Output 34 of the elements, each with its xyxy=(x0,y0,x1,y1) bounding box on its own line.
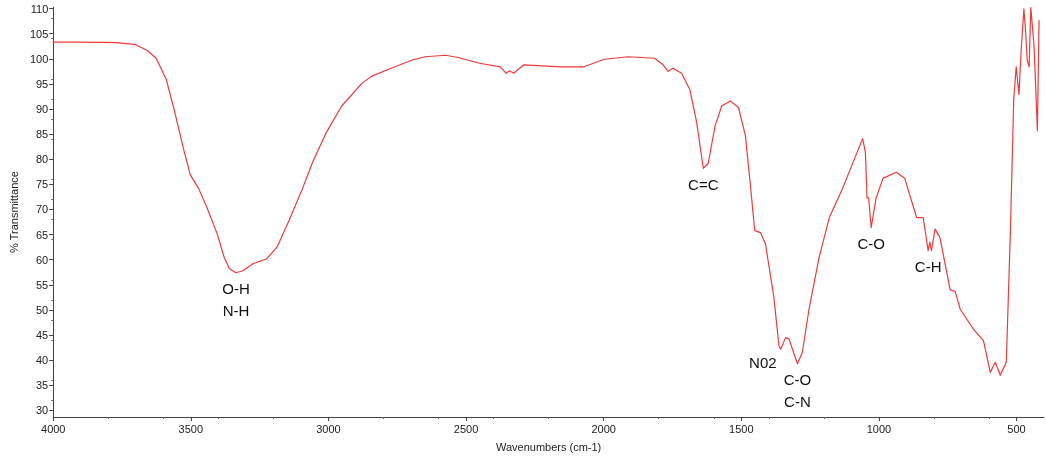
y-tick-label: 105 xyxy=(29,27,49,40)
y-tick-label: 45 xyxy=(36,329,49,342)
annotation: C-H xyxy=(914,258,942,276)
line-series xyxy=(52,6,1040,376)
x-tick-label: 1500 xyxy=(729,422,754,435)
y-tick-label: 65 xyxy=(36,228,49,241)
x-tick-label: 4000 xyxy=(41,422,66,435)
x-axis-title: Wavenumbers (cm-1) xyxy=(495,440,602,453)
y-tick-label: 70 xyxy=(36,203,49,216)
x-tick-label: 2500 xyxy=(453,422,479,435)
x-tick-label: 2000 xyxy=(591,422,616,435)
y-tick-label: 110 xyxy=(30,2,49,15)
annotation: O-H N-H xyxy=(222,280,250,320)
y-tick-label: 95 xyxy=(36,77,49,90)
x-tick-label: 500 xyxy=(1007,422,1026,435)
annotation: C=C xyxy=(688,175,719,193)
y-tick-label: 55 xyxy=(36,278,49,291)
y-tick-label: 90 xyxy=(36,103,49,115)
y-tick-label: 40 xyxy=(36,354,49,367)
y-tick-label: 50 xyxy=(36,303,49,316)
y-tick-label: 85 xyxy=(36,128,49,141)
annotation: N02 xyxy=(749,353,777,371)
annotation: C-O xyxy=(857,235,885,253)
annotation: C-O C-N xyxy=(783,371,812,411)
y-tick-label: 100 xyxy=(29,52,49,65)
y-tick-label: 80 xyxy=(36,153,49,166)
y-tick-label: 60 xyxy=(36,253,49,266)
y-axis-title: % Transmittance xyxy=(7,171,20,253)
y-tick-label: 75 xyxy=(36,178,49,191)
x-tick-label: 3000 xyxy=(316,422,341,435)
x-tick-label: 1000 xyxy=(866,422,892,435)
x-tick-label: 3500 xyxy=(178,422,204,435)
y-tick-label: 35 xyxy=(36,379,49,392)
y-tick-label: 30 xyxy=(36,404,49,417)
